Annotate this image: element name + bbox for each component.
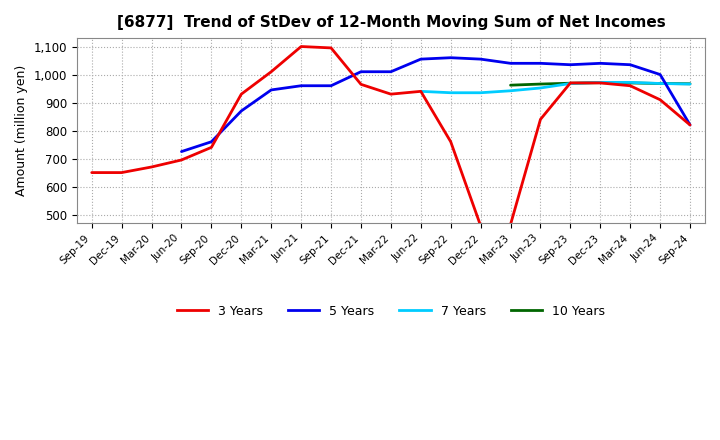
7 Years bbox=[506, 88, 515, 93]
7 Years bbox=[626, 80, 634, 85]
3 Years bbox=[297, 44, 305, 49]
5 Years bbox=[626, 62, 634, 67]
Y-axis label: Amount (million yen): Amount (million yen) bbox=[15, 65, 28, 196]
7 Years bbox=[446, 90, 455, 95]
Line: 10 Years: 10 Years bbox=[510, 83, 690, 85]
3 Years bbox=[626, 83, 634, 88]
5 Years bbox=[267, 87, 276, 92]
3 Years bbox=[327, 45, 336, 51]
5 Years bbox=[446, 55, 455, 60]
3 Years bbox=[477, 223, 485, 228]
3 Years bbox=[356, 82, 365, 87]
5 Years bbox=[416, 56, 425, 62]
10 Years bbox=[596, 80, 605, 85]
5 Years bbox=[207, 139, 216, 144]
10 Years bbox=[626, 80, 634, 85]
5 Years bbox=[477, 56, 485, 62]
3 Years bbox=[536, 117, 545, 122]
7 Years bbox=[566, 81, 575, 86]
7 Years bbox=[536, 85, 545, 91]
5 Years bbox=[237, 108, 246, 114]
3 Years bbox=[148, 164, 156, 169]
10 Years bbox=[506, 83, 515, 88]
Title: [6877]  Trend of StDev of 12-Month Moving Sum of Net Incomes: [6877] Trend of StDev of 12-Month Moving… bbox=[117, 15, 665, 30]
5 Years bbox=[596, 61, 605, 66]
3 Years bbox=[207, 145, 216, 150]
Line: 7 Years: 7 Years bbox=[420, 82, 690, 93]
Legend: 3 Years, 5 Years, 7 Years, 10 Years: 3 Years, 5 Years, 7 Years, 10 Years bbox=[172, 300, 610, 323]
10 Years bbox=[566, 81, 575, 86]
3 Years bbox=[685, 122, 694, 128]
3 Years bbox=[87, 170, 96, 175]
5 Years bbox=[177, 149, 186, 154]
5 Years bbox=[356, 69, 365, 74]
3 Years bbox=[446, 139, 455, 144]
3 Years bbox=[656, 97, 665, 103]
7 Years bbox=[416, 89, 425, 94]
10 Years bbox=[656, 81, 665, 86]
5 Years bbox=[506, 61, 515, 66]
3 Years bbox=[506, 222, 515, 227]
5 Years bbox=[297, 83, 305, 88]
3 Years bbox=[177, 158, 186, 163]
3 Years bbox=[237, 92, 246, 97]
5 Years bbox=[327, 83, 336, 88]
10 Years bbox=[685, 81, 694, 86]
3 Years bbox=[416, 89, 425, 94]
7 Years bbox=[656, 81, 665, 86]
7 Years bbox=[685, 81, 694, 87]
3 Years bbox=[387, 92, 395, 97]
Line: 5 Years: 5 Years bbox=[181, 58, 690, 151]
5 Years bbox=[566, 62, 575, 67]
5 Years bbox=[685, 122, 694, 128]
3 Years bbox=[596, 80, 605, 85]
7 Years bbox=[596, 80, 605, 85]
3 Years bbox=[267, 69, 276, 74]
10 Years bbox=[536, 81, 545, 87]
5 Years bbox=[656, 72, 665, 77]
5 Years bbox=[387, 69, 395, 74]
7 Years bbox=[477, 90, 485, 95]
5 Years bbox=[536, 61, 545, 66]
3 Years bbox=[117, 170, 126, 175]
Line: 3 Years: 3 Years bbox=[91, 47, 690, 226]
3 Years bbox=[566, 80, 575, 85]
